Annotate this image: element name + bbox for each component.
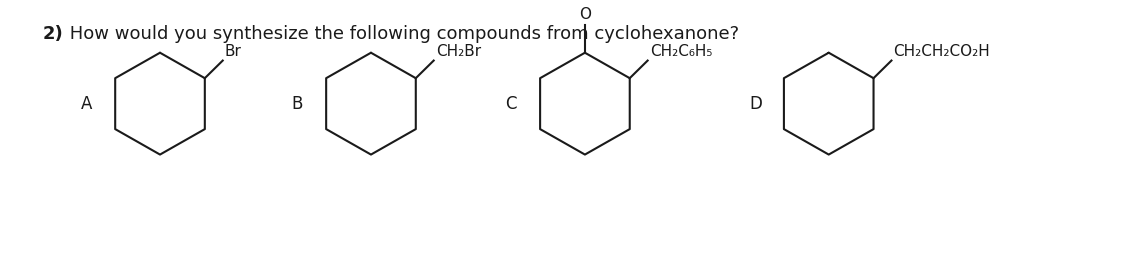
Text: A: A bbox=[81, 95, 92, 113]
Text: CH₂C₆H₅: CH₂C₆H₅ bbox=[650, 44, 712, 59]
Text: B: B bbox=[291, 95, 303, 113]
Text: O: O bbox=[579, 7, 591, 22]
Text: C: C bbox=[505, 95, 517, 113]
Text: 2): 2) bbox=[42, 25, 64, 43]
Text: Br: Br bbox=[224, 44, 241, 59]
Text: How would you synthesize the following compounds from cyclohexanone?: How would you synthesize the following c… bbox=[65, 25, 740, 43]
Text: D: D bbox=[749, 95, 762, 113]
Text: CH₂Br: CH₂Br bbox=[436, 44, 481, 59]
Text: CH₂CH₂CO₂H: CH₂CH₂CO₂H bbox=[893, 44, 990, 59]
